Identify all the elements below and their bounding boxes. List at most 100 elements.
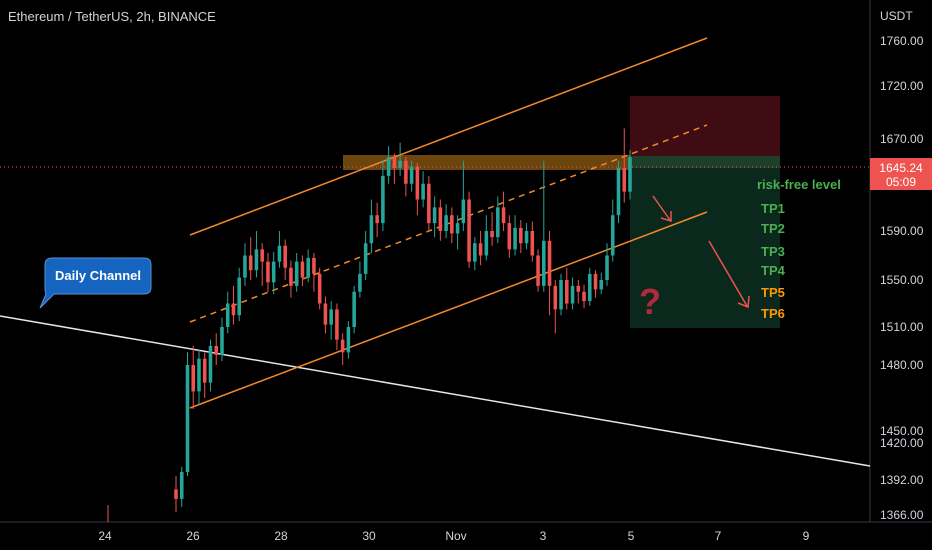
entry-zone[interactable] bbox=[630, 156, 780, 168]
candle-body bbox=[260, 249, 264, 262]
candle-body bbox=[415, 166, 420, 200]
candle-body bbox=[536, 255, 540, 286]
candle-body bbox=[542, 240, 546, 286]
candle-body bbox=[191, 365, 196, 392]
daily-channel-callout[interactable]: Daily Channel bbox=[39, 257, 152, 309]
daily-trendline[interactable] bbox=[0, 315, 871, 467]
candle-body bbox=[375, 215, 379, 224]
candle-body bbox=[312, 257, 316, 274]
tp-label: TP2 bbox=[761, 221, 785, 236]
candle-body bbox=[524, 231, 529, 244]
y-tick-label: 1450.00 bbox=[880, 424, 924, 438]
candle-body bbox=[478, 243, 483, 256]
x-tick-label: 24 bbox=[98, 529, 112, 543]
y-tick-label: 1510.00 bbox=[880, 320, 924, 334]
x-tick-label: Nov bbox=[445, 529, 466, 543]
candle-body bbox=[346, 327, 351, 353]
candle-body bbox=[369, 215, 374, 244]
candle-body bbox=[197, 358, 201, 392]
arrow-down-1 bbox=[652, 195, 672, 223]
candle-body bbox=[358, 273, 362, 292]
candle-body bbox=[622, 168, 627, 192]
candle-body bbox=[220, 327, 224, 355]
price-tag: 1645.24 05:09 bbox=[870, 158, 932, 190]
tp-label: TP6 bbox=[761, 306, 785, 321]
candle-body bbox=[513, 227, 517, 250]
candles bbox=[174, 128, 632, 513]
x-tick-label: 28 bbox=[274, 529, 288, 543]
x-tick-label: 30 bbox=[362, 529, 376, 543]
candle-body bbox=[559, 280, 563, 310]
candle-body bbox=[444, 215, 448, 231]
candle-body bbox=[404, 160, 408, 184]
channel-upper-line[interactable] bbox=[189, 37, 708, 236]
candle-body bbox=[565, 280, 569, 304]
candle-body bbox=[593, 273, 598, 290]
candle-body bbox=[225, 303, 230, 327]
currency-label: USDT bbox=[880, 9, 913, 23]
candle-body bbox=[277, 245, 282, 262]
tp-label: TP1 bbox=[761, 201, 785, 216]
candle-body bbox=[329, 309, 333, 325]
candle-body bbox=[587, 273, 592, 302]
candle-body bbox=[289, 267, 293, 286]
candle-body bbox=[605, 255, 609, 280]
candle-body bbox=[174, 489, 178, 499]
candle-body bbox=[553, 285, 558, 310]
candle-body bbox=[294, 261, 299, 286]
y-tick-label: 1392.00 bbox=[880, 473, 924, 487]
candle-body bbox=[300, 261, 305, 278]
price-tag-countdown: 05:09 bbox=[886, 175, 916, 189]
question-mark: ? bbox=[639, 281, 661, 322]
candle-body bbox=[202, 358, 207, 383]
y-axis: 1760.001720.001670.001630.001590.001550.… bbox=[880, 34, 924, 522]
y-tick-label: 1720.00 bbox=[880, 79, 924, 93]
channel-lower-line[interactable] bbox=[189, 211, 708, 409]
x-tick-label: 9 bbox=[803, 529, 810, 543]
y-tick-label: 1760.00 bbox=[880, 34, 924, 48]
candle-body bbox=[473, 243, 477, 262]
candle-body bbox=[461, 199, 466, 224]
candle-body bbox=[496, 207, 500, 238]
candle-body bbox=[271, 261, 276, 283]
candle-body bbox=[386, 157, 391, 176]
candle-body bbox=[237, 277, 241, 316]
candle-body bbox=[409, 166, 414, 184]
chart-title: Ethereum / TetherUS, 2h, BINANCE bbox=[8, 9, 216, 24]
y-tick-label: 1480.00 bbox=[880, 358, 924, 372]
candle-body bbox=[208, 346, 213, 383]
candle-body bbox=[392, 157, 397, 168]
tp-label: TP5 bbox=[761, 285, 785, 300]
target-zone[interactable] bbox=[630, 168, 780, 328]
candle-body bbox=[266, 261, 270, 283]
candle-body bbox=[335, 309, 339, 340]
risk-free-label: risk-free level bbox=[757, 177, 841, 192]
x-tick-label: 26 bbox=[186, 529, 200, 543]
y-tick-label: 1670.00 bbox=[880, 132, 924, 146]
candle-body bbox=[490, 231, 494, 238]
resistance-zone[interactable] bbox=[343, 155, 630, 170]
candle-body bbox=[438, 207, 443, 231]
y-tick-label: 1366.00 bbox=[880, 508, 924, 522]
tp-labels: TP1 TP2 TP3 TP4 TP5 TP6 bbox=[761, 201, 786, 321]
callout-text: Daily Channel bbox=[55, 268, 141, 283]
channel-mid-line[interactable] bbox=[189, 124, 708, 323]
candle-body bbox=[519, 227, 523, 244]
candle-body bbox=[610, 215, 615, 256]
candle-body bbox=[248, 255, 253, 271]
tp-label: TP3 bbox=[761, 244, 785, 259]
candle-body bbox=[231, 303, 236, 316]
x-tick-label: 3 bbox=[540, 529, 547, 543]
candle-body bbox=[352, 291, 356, 327]
x-axis: 24 26 28 30 Nov 3 5 7 9 bbox=[98, 529, 809, 543]
candle-body bbox=[507, 223, 512, 250]
price-tag-value: 1645.24 bbox=[879, 161, 923, 175]
candle-body bbox=[340, 339, 345, 353]
candle-body bbox=[427, 183, 431, 224]
candle-body bbox=[283, 245, 287, 268]
candle-body bbox=[214, 346, 219, 355]
candle-body bbox=[179, 472, 184, 499]
candle-body bbox=[432, 207, 437, 224]
candle-body bbox=[455, 223, 460, 234]
